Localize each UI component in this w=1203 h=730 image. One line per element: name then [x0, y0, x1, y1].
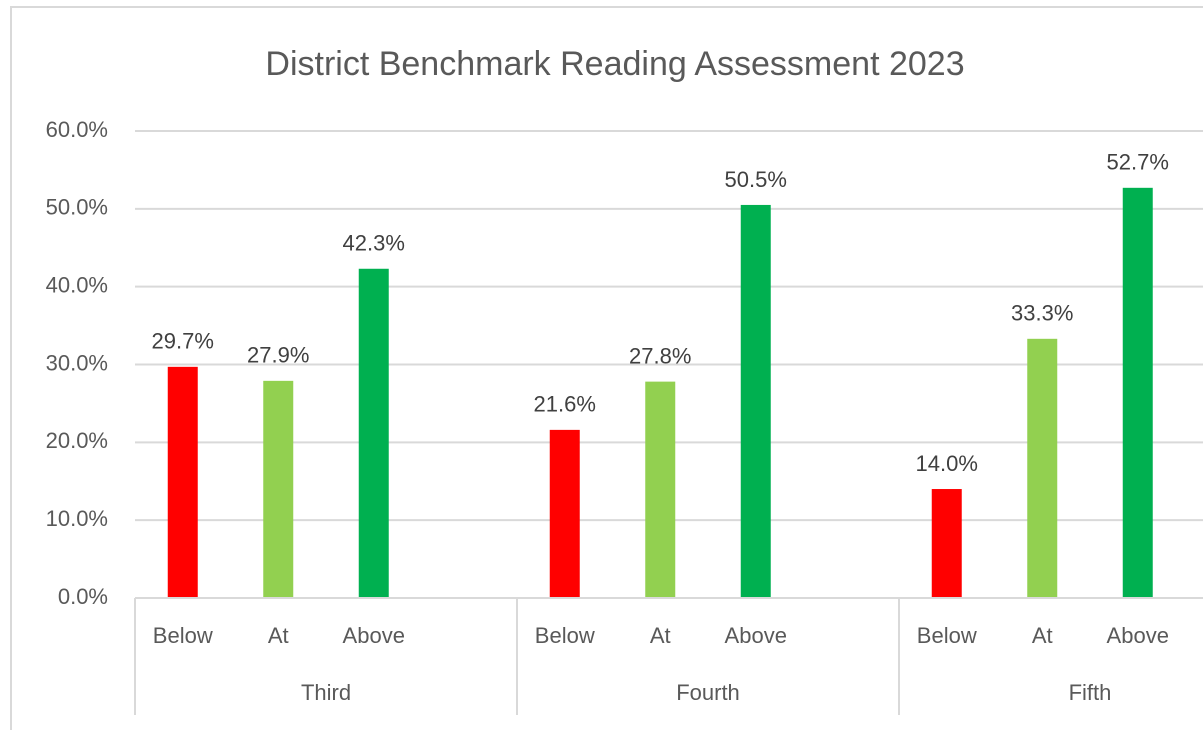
bar	[645, 381, 676, 598]
bar	[167, 366, 198, 598]
data-label: 52.7%	[1107, 150, 1169, 175]
y-tick-label: 50.0%	[46, 195, 108, 220]
y-tick-label: 40.0%	[46, 272, 108, 297]
x-tick-label: At	[650, 623, 671, 648]
x-tick-label: Above	[725, 623, 787, 648]
x-tick-label: Below	[535, 623, 595, 648]
x-tick-label: At	[268, 623, 289, 648]
group-label: Fifth	[1069, 680, 1112, 705]
group-label: Third	[301, 680, 351, 705]
y-tick-label: 30.0%	[46, 350, 108, 375]
x-tick-label: Below	[153, 623, 213, 648]
x-tick-label: At	[1032, 623, 1053, 648]
chart-title: District Benchmark Reading Assessment 20…	[265, 45, 964, 83]
x-tick-label: Above	[1107, 623, 1169, 648]
data-label: 29.7%	[152, 329, 214, 354]
bar	[1027, 338, 1058, 598]
data-label: 27.8%	[629, 343, 691, 368]
data-label: 33.3%	[1011, 301, 1073, 326]
group-label: Fourth	[676, 680, 740, 705]
y-tick-label: 20.0%	[46, 428, 108, 453]
y-tick-label: 0.0%	[58, 584, 108, 609]
bar	[1122, 187, 1153, 598]
data-label: 27.9%	[247, 343, 309, 368]
bar	[549, 429, 580, 598]
chart-border	[10, 6, 1203, 730]
x-tick-label: Below	[917, 623, 977, 648]
bar	[358, 268, 389, 598]
y-tick-label: 60.0%	[46, 117, 108, 142]
bar	[931, 489, 962, 598]
data-label: 42.3%	[343, 231, 405, 256]
data-label: 50.5%	[725, 167, 787, 192]
bar	[263, 380, 294, 598]
data-label: 14.0%	[916, 451, 978, 476]
y-tick-label: 10.0%	[46, 506, 108, 531]
bar	[740, 204, 771, 599]
x-tick-label: Above	[343, 623, 405, 648]
data-label: 21.6%	[534, 392, 596, 417]
